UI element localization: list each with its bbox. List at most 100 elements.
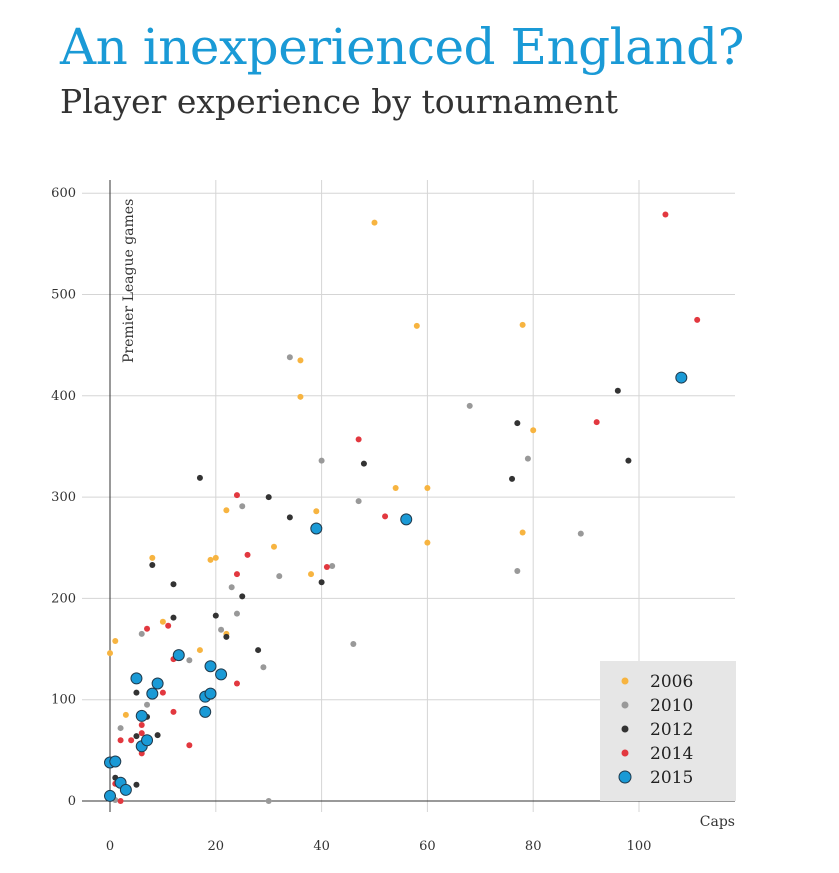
data-point [212,612,219,619]
chart-title: An inexperienced England? [60,18,744,76]
data-point [276,573,283,580]
data-point [149,561,156,568]
data-point [355,436,362,443]
legend-label-2006: 2006 [650,672,693,692]
data-point [509,475,516,482]
data-point [141,734,154,747]
data-point [172,649,185,662]
data-point [519,529,526,536]
data-point [133,689,140,696]
data-point [196,474,203,481]
data-point [199,705,212,718]
data-point [122,711,129,718]
data-point [265,798,272,804]
data-point [119,783,132,796]
x-tick-label: 80 [525,839,542,854]
x-tick-label: 100 [627,839,652,854]
data-point [170,581,177,588]
data-point [138,722,145,729]
data-point [223,507,230,514]
data-point [466,402,473,409]
data-point [215,668,228,681]
x-axis-label: Caps [700,814,735,830]
data-point [297,357,304,364]
data-point [260,664,267,671]
series-2006 [107,219,537,718]
data-point [130,672,143,685]
data-point [144,701,151,708]
x-tick-label: 20 [208,839,225,854]
data-point [228,584,235,591]
data-point [165,622,172,629]
data-point [577,530,584,537]
y-tick-label: 500 [51,288,76,303]
data-point [355,498,362,505]
x-tick-label: 40 [313,839,330,854]
data-point [593,419,600,426]
data-point [360,460,367,467]
data-point [154,732,161,739]
data-points [104,211,701,804]
legend: 2006 2010 2012 2014 2015 [600,661,736,801]
data-point [286,514,293,521]
data-point [424,484,431,491]
data-point [233,610,240,617]
data-point [392,484,399,491]
data-point [135,709,148,722]
data-point [270,543,277,550]
series-2010 [107,354,584,804]
data-point [107,650,113,657]
y-tick-label: 200 [51,591,76,606]
data-point [159,618,166,625]
series-2012 [112,387,632,788]
data-point [371,219,378,226]
data-point [186,742,193,749]
data-point [186,657,193,664]
data-point [318,457,325,464]
legend-label-2015: 2015 [650,768,693,788]
data-point [159,689,166,696]
series-2015 [104,371,688,802]
y-tick-label: 300 [51,490,76,505]
data-point [308,571,315,578]
data-point [104,789,116,802]
chart-subtitle: Player experience by tournament [60,82,618,121]
data-point [149,554,156,561]
data-point [382,513,389,520]
data-point [694,316,701,323]
data-point [662,211,669,218]
data-point [244,551,251,558]
legend-label-2010: 2010 [650,696,693,716]
data-point [212,554,219,561]
data-point [297,393,304,400]
legend-label-2012: 2012 [650,720,693,740]
y-tick-label: 100 [51,693,76,708]
data-point [413,322,420,329]
x-tick-label: 0 [106,839,114,854]
data-point [133,733,140,740]
legend-marker-2012 [621,725,629,733]
data-point [530,427,537,434]
data-point [313,508,320,515]
data-point [323,563,330,570]
data-point [239,593,246,600]
legend-marker-2014 [621,749,629,757]
y-axis-label: Premier League games [121,199,137,363]
legend-label-2014: 2014 [650,744,693,764]
data-point [133,781,140,788]
data-point [207,556,214,563]
legend-marker-2006 [621,677,629,685]
data-point [144,625,151,632]
data-point [524,455,531,462]
data-point [329,562,336,569]
data-point [146,687,159,700]
grid-lines [82,180,735,812]
data-point [675,371,688,384]
legend-marker-2015 [618,770,632,784]
data-point [614,387,621,394]
data-point [196,647,203,654]
data-point [400,513,413,526]
data-point [233,680,240,687]
x-tick-label: 60 [419,839,436,854]
